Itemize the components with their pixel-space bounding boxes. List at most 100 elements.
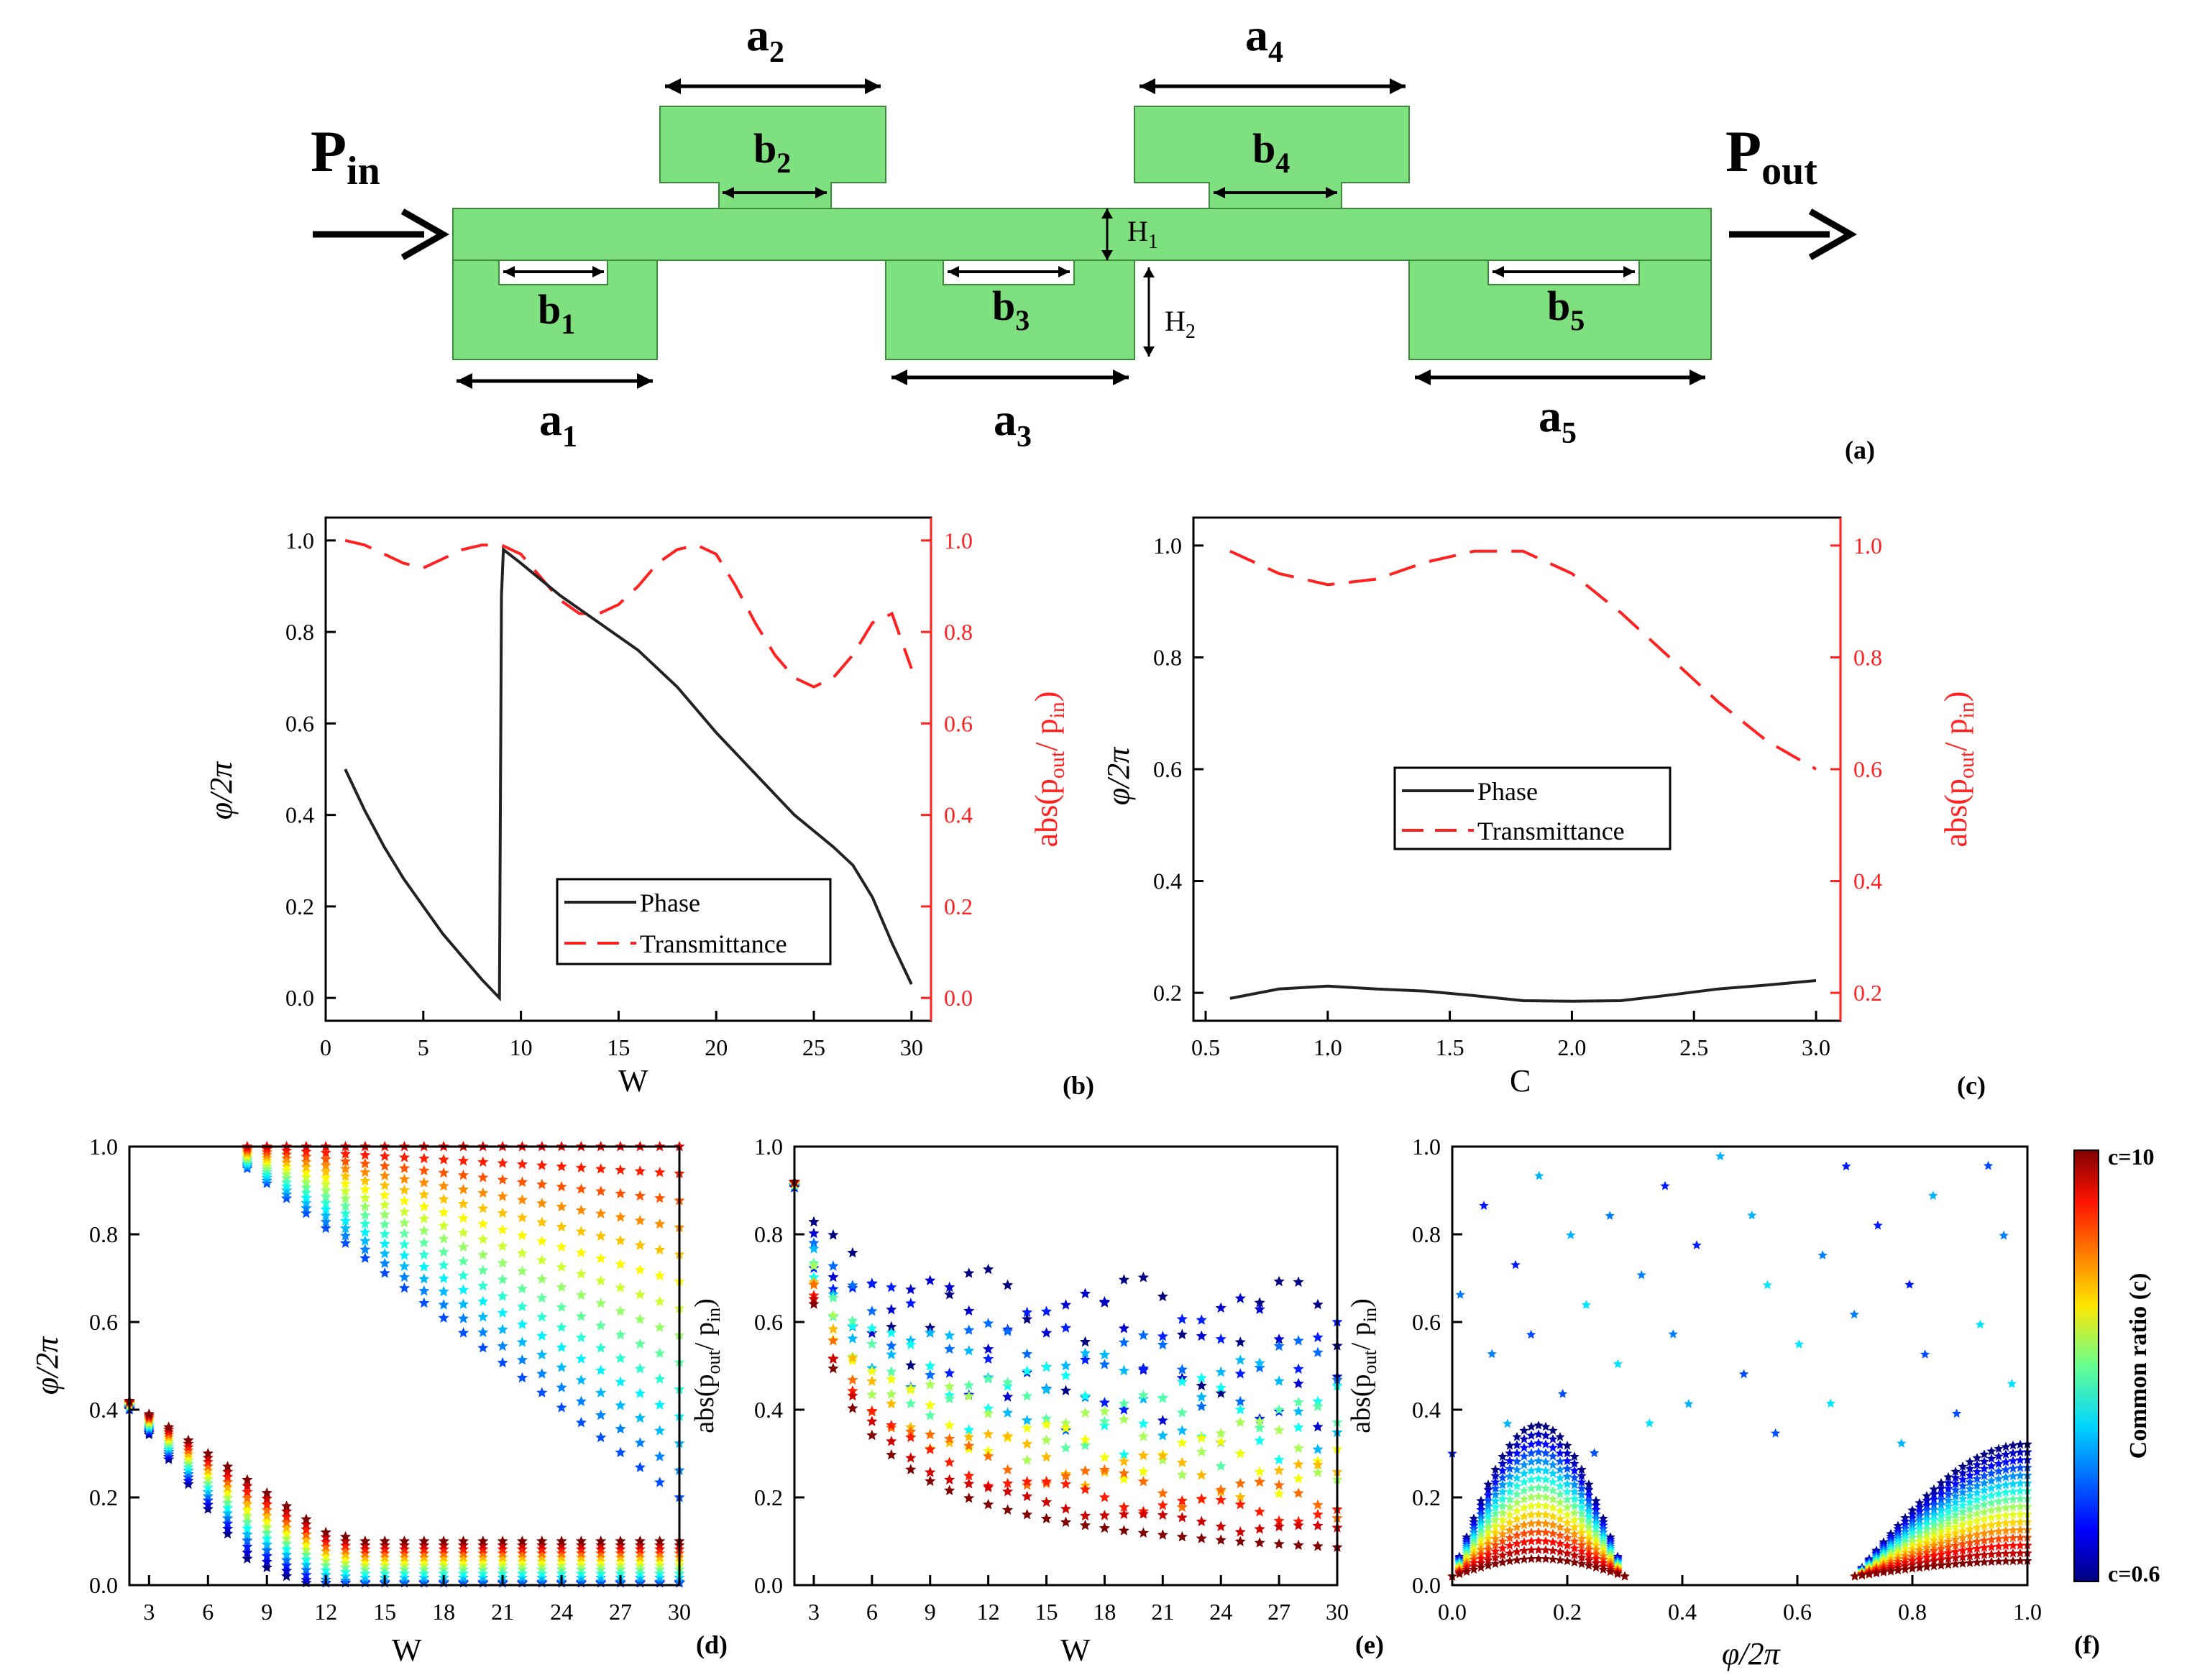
data-point: [301, 1156, 312, 1167]
data-point: [359, 1576, 371, 1587]
data-point: [1620, 1571, 1630, 1581]
data-point: [1555, 1489, 1565, 1499]
chart-d-ylabel: φ/2π: [29, 1336, 65, 1395]
data-point: [1548, 1511, 1558, 1521]
data-point: [944, 1281, 955, 1293]
data-point: [516, 1568, 528, 1579]
data-point: [398, 1162, 411, 1173]
data-point: [457, 1226, 469, 1238]
data-point: [1548, 1554, 1558, 1564]
data-point: [1512, 1489, 1522, 1499]
data-point: [963, 1478, 975, 1489]
data-point: [418, 1201, 430, 1212]
data-point: [1958, 1533, 1968, 1542]
data-point: [359, 1536, 371, 1546]
colorbar-top-label: c=10: [2108, 1144, 2154, 1170]
data-point: [595, 1543, 607, 1554]
data-point: [398, 1173, 411, 1184]
data-point: [1958, 1494, 1968, 1503]
data-point: [1312, 1346, 1324, 1357]
data-point: [1893, 1565, 1903, 1575]
data-point: [615, 1564, 626, 1574]
data-point: [827, 1362, 839, 1374]
data-point: [1079, 1336, 1091, 1347]
data-point: [556, 1536, 567, 1546]
data-point: [457, 1313, 469, 1323]
data-point: [438, 1285, 449, 1297]
input-label: Pin: [311, 119, 380, 193]
data-point: [866, 1405, 878, 1416]
data-point: [222, 1487, 234, 1497]
data-point: [1915, 1562, 1925, 1572]
chart-b-legend: Phase Transmittance: [556, 878, 832, 965]
data-point: [281, 1168, 293, 1180]
data-point: [556, 1321, 567, 1332]
chart-b: 0 5 10 15 20 25 300.00.20.40.60.81.00.00.20.40…: [203, 516, 1094, 1100]
data-point: [1994, 1548, 2004, 1559]
data-point: [654, 1543, 666, 1554]
data-point: [242, 1553, 253, 1564]
data-point: [595, 1230, 607, 1241]
data-point: [359, 1556, 371, 1566]
data-point: [925, 1399, 936, 1410]
data-point: [1483, 1538, 1493, 1548]
data-point: [1234, 1526, 1246, 1537]
data-point: [1979, 1449, 1989, 1459]
data-point: [1958, 1552, 1968, 1561]
chart-c-legend-transmittance: Transmittance: [1477, 817, 1625, 845]
data-point: [944, 1474, 955, 1484]
data-point: [1965, 1510, 1975, 1520]
data-point: [595, 1387, 607, 1397]
data-point: [1060, 1478, 1072, 1489]
data-point: [281, 1180, 293, 1191]
data-point: [1060, 1422, 1072, 1433]
chart-f-axes: [1451, 1145, 2029, 1587]
data-point: [963, 1324, 975, 1335]
data-point: [438, 1547, 449, 1559]
data-point: [1965, 1490, 1975, 1500]
data-point: [281, 1533, 293, 1543]
data-point: [379, 1248, 390, 1259]
data-point: [1922, 1557, 1932, 1566]
data-point: [1555, 1473, 1565, 1482]
data-point: [1483, 1533, 1493, 1543]
data-point: [1293, 1335, 1304, 1346]
data-point: [1541, 1466, 1551, 1475]
data-point: [2008, 1518, 2018, 1527]
data-point: [963, 1345, 975, 1356]
data-point: [595, 1564, 607, 1574]
data-point: [1118, 1336, 1129, 1347]
data-point: [1943, 1489, 1953, 1499]
y-tick-label: 0.6: [1153, 756, 1182, 782]
data-point: [1965, 1477, 1975, 1487]
data-point: [2008, 1448, 2018, 1458]
data-point: [1002, 1464, 1014, 1475]
data-point: [595, 1364, 607, 1375]
data-point: [2008, 1463, 2018, 1473]
data-point: [1505, 1525, 1515, 1535]
data-point: [339, 1540, 352, 1551]
x-tick-label: 27: [1267, 1599, 1290, 1625]
data-point: [320, 1526, 331, 1538]
data-point: [1555, 1514, 1565, 1523]
data-point: [847, 1403, 858, 1413]
data-point: [1079, 1439, 1091, 1451]
data-point: [1548, 1502, 1558, 1513]
data-point: [1099, 1349, 1110, 1360]
data-point: [1922, 1515, 1932, 1524]
data-point: [497, 1340, 508, 1351]
data-point: [320, 1166, 331, 1177]
data-point: [1137, 1449, 1149, 1461]
data-point: [1569, 1529, 1580, 1538]
data-point: [516, 1212, 528, 1223]
x-tick-label: 20: [705, 1034, 728, 1060]
data-point: [1541, 1448, 1551, 1458]
resonator-1: [452, 260, 658, 360]
data-point: [261, 1510, 272, 1521]
x-tick-label: 18: [1093, 1599, 1116, 1625]
data-point: [1555, 1497, 1565, 1507]
data-point: [281, 1570, 293, 1582]
data-point: [944, 1343, 955, 1354]
label-b3: b3: [992, 283, 1030, 336]
data-point: [339, 1178, 352, 1189]
